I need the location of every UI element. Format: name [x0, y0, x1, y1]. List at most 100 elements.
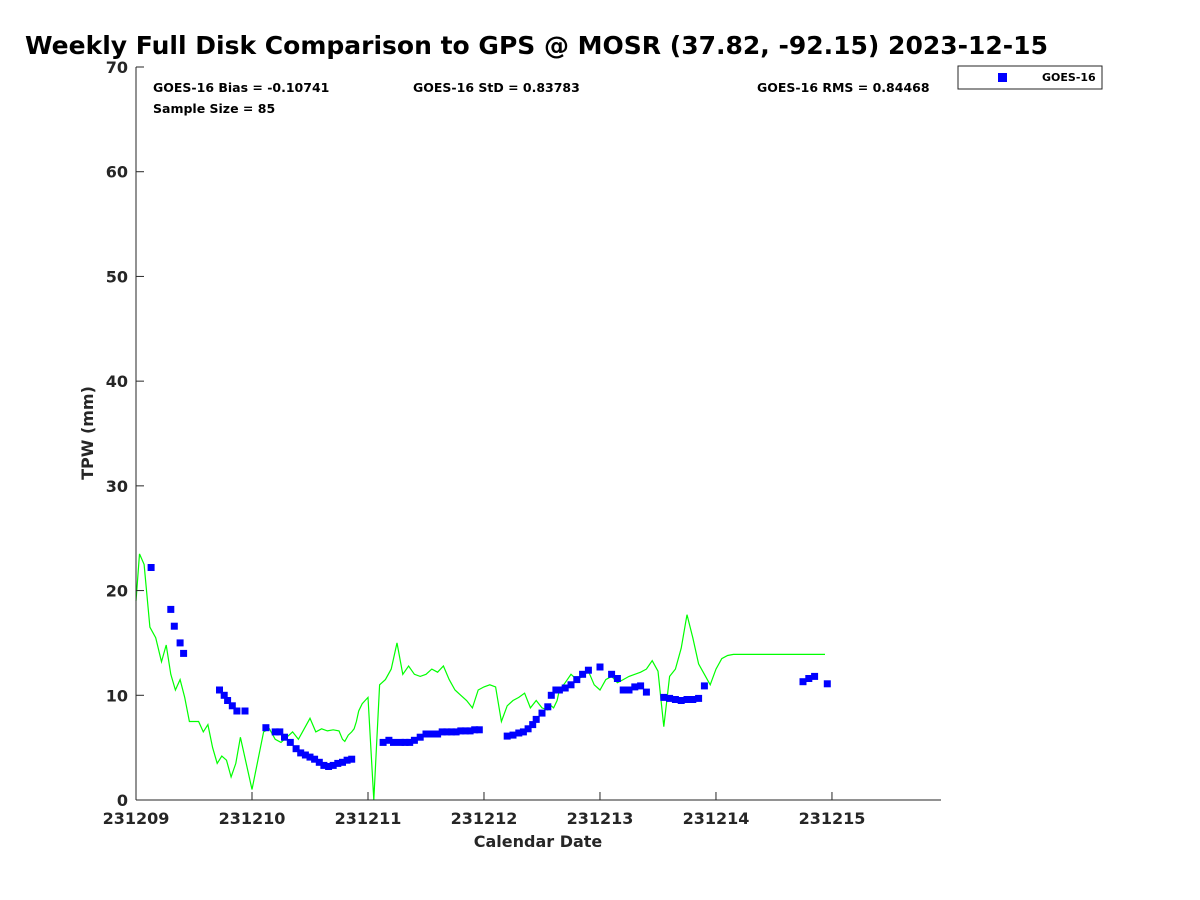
goes16-point	[220, 691, 228, 699]
goes16-point	[379, 738, 387, 746]
goes16-point	[339, 758, 346, 766]
goes16-point	[416, 733, 424, 741]
goes16-point	[689, 696, 697, 703]
gps-series-line	[135, 553, 825, 801]
y-axis-label: TPW (mm)	[78, 386, 97, 480]
goes16-point	[406, 738, 414, 746]
legend: GOES-16	[957, 65, 1103, 90]
goes16-point	[509, 731, 517, 739]
goes16-point	[695, 694, 703, 702]
goes16-point	[561, 684, 569, 692]
goes16-point	[666, 694, 674, 702]
x-tick-label: 231210	[219, 809, 286, 828]
goes16-point	[397, 738, 404, 746]
goes16-point	[567, 681, 575, 689]
x-axis-ticks: 231209 231210 231211 231212 231213 231214 2312…	[103, 792, 866, 828]
goes16-point	[625, 686, 633, 694]
goes16-point	[297, 749, 305, 757]
goes16-point	[799, 678, 807, 686]
goes16-point	[519, 728, 527, 736]
goes16-point	[390, 738, 397, 746]
series-layer	[135, 553, 831, 801]
goes16-point	[241, 707, 249, 715]
goes16-point	[306, 753, 314, 761]
plot-area	[136, 67, 941, 800]
goes16-point	[276, 728, 284, 736]
goes16-point	[555, 686, 563, 694]
goes16-point	[452, 728, 460, 736]
goes16-point	[596, 663, 604, 671]
legend-marker	[998, 73, 1007, 82]
goes16-point	[448, 728, 455, 736]
goes16-point	[325, 763, 333, 770]
goes16-point	[228, 702, 236, 710]
x-tick-label: 231213	[567, 809, 634, 828]
goes16-point	[532, 715, 540, 723]
goes16-point	[428, 730, 436, 738]
y-tick-label: 60	[106, 163, 128, 182]
x-axis-label: Calendar Date	[474, 832, 603, 851]
y-tick-label: 40	[106, 372, 128, 391]
goes16-point	[631, 683, 639, 691]
goes16-point	[538, 709, 546, 717]
goes16-point	[608, 670, 616, 678]
goes16-point	[176, 639, 184, 647]
goes16-point	[315, 758, 323, 766]
x-tick-label: 231212	[451, 809, 518, 828]
goes16-point	[438, 728, 446, 736]
goes16-point	[805, 675, 813, 682]
goes16-point	[385, 736, 393, 744]
goes16-point	[461, 727, 469, 735]
goes16-point	[167, 605, 175, 613]
goes16-point	[637, 682, 645, 690]
legend-label: GOES-16	[1042, 71, 1096, 84]
x-tick-label: 231211	[335, 809, 402, 828]
bias-stat: GOES-16 Bias = -0.10741	[153, 80, 329, 95]
goes16-point	[515, 729, 523, 737]
goes16-point	[147, 564, 155, 571]
y-tick-label: 10	[106, 686, 128, 705]
goes16-point	[216, 686, 223, 694]
goes16-point	[286, 738, 294, 746]
goes16-point	[671, 696, 679, 703]
goes16-point	[180, 649, 188, 657]
goes16-point	[677, 697, 685, 704]
goes16-point	[584, 666, 592, 674]
y-tick-label: 20	[106, 582, 128, 601]
legend-box	[957, 65, 1103, 90]
goes16-point	[466, 727, 474, 735]
goes16-point	[529, 721, 537, 729]
goes16-point	[443, 728, 451, 736]
x-tick-label: 231214	[683, 809, 750, 828]
goes16-point	[471, 726, 479, 734]
goes16-point	[233, 707, 241, 715]
goes16-point	[262, 724, 270, 732]
goes16-point	[823, 680, 831, 688]
y-tick-label: 0	[117, 791, 128, 810]
goes16-point	[547, 691, 555, 699]
goes16-point	[320, 761, 328, 769]
goes16-point	[329, 761, 337, 769]
std-stat: GOES-16 StD = 0.83783	[413, 80, 580, 95]
goes16-point	[271, 728, 279, 736]
goes16-point	[579, 670, 587, 678]
goes16-point	[170, 622, 178, 630]
goes16-point	[457, 727, 465, 735]
goes16-point	[224, 697, 232, 704]
x-tick-label: 231209	[103, 809, 170, 828]
goes16-point	[642, 688, 650, 696]
goes16-point	[811, 672, 819, 680]
sample-size-stat: Sample Size = 85	[153, 101, 275, 116]
goes16-point	[475, 726, 483, 734]
goes16-point	[434, 730, 442, 738]
goes16-point	[281, 733, 288, 741]
rms-stat: GOES-16 RMS = 0.84468	[757, 80, 930, 95]
x-tick-label: 231215	[799, 809, 866, 828]
goes16-point	[660, 693, 668, 701]
goes16-point	[619, 686, 627, 694]
chart-title: Weekly Full Disk Comparison to GPS @ MOS…	[25, 31, 1048, 60]
goes16-point	[544, 703, 552, 711]
goes16-point	[700, 682, 708, 690]
y-tick-label: 30	[106, 477, 128, 496]
